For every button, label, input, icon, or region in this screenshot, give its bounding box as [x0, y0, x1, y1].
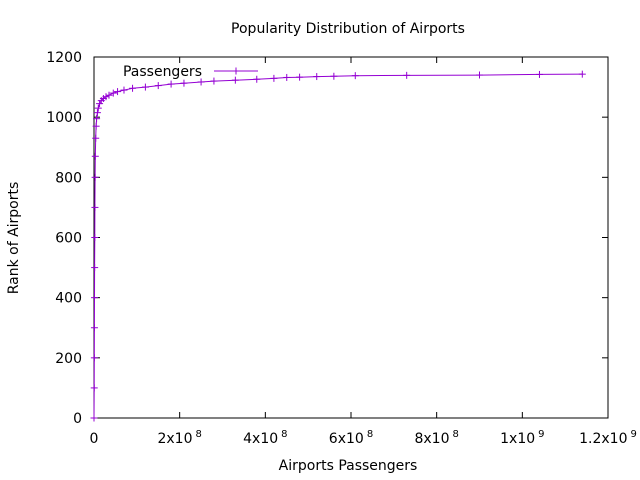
y-tick-label: 1000: [46, 110, 82, 126]
y-tick-label: 1200: [46, 50, 82, 66]
data-point: [92, 122, 100, 130]
data-point: [90, 414, 98, 422]
x-tick-label-exponent: 9: [538, 429, 544, 440]
data-point: [105, 91, 113, 99]
x-axis-label: Airports Passengers: [279, 458, 418, 474]
data-point: [231, 76, 239, 84]
data-point: [351, 72, 359, 80]
data-point: [578, 70, 586, 78]
data-point: [109, 89, 117, 97]
y-tick-label: 800: [55, 170, 82, 186]
data-point: [93, 115, 101, 123]
data-point: [330, 72, 338, 80]
x-tick-label-base: 0: [90, 431, 99, 447]
data-point: [91, 152, 99, 160]
x-tick-label-base: 1.2x10: [579, 431, 627, 447]
data-point: [253, 75, 261, 83]
y-axis-ticks: 0 200 400 600 800 1000 1200: [46, 50, 608, 427]
data-point: [313, 73, 321, 81]
chart-title: Popularity Distribution of Airports: [231, 21, 465, 37]
data-point: [91, 203, 99, 211]
x-tick-label-base: 1x10: [500, 431, 535, 447]
x-axis-ticks: 0 2x10 8 4x10 8 6x10 8 8x10 8 1x10 9 1.2x10 9: [90, 57, 637, 447]
data-point: [296, 73, 304, 81]
data-point: [91, 173, 99, 181]
x-tick-label: 1x10 9: [500, 429, 544, 447]
data-point: [210, 77, 218, 85]
x-tick-label-base: 4x10: [243, 431, 278, 447]
x-tick-label-exponent: 8: [452, 429, 458, 440]
x-tick-label: 1.2x10 9: [579, 429, 637, 447]
legend-marker-passengers: [232, 67, 240, 75]
data-point: [90, 384, 98, 392]
data-point: [90, 354, 98, 362]
y-tick-label: 0: [73, 411, 82, 427]
x-tick-label-exponent: 8: [367, 429, 373, 440]
data-point: [96, 100, 104, 108]
data-point: [283, 73, 291, 81]
x-tick-label: 4x10 8: [243, 429, 287, 447]
legend-label-passengers: Passengers: [123, 64, 202, 80]
data-point: [90, 324, 98, 332]
data-point: [92, 134, 100, 142]
x-tick-label: 0: [90, 431, 99, 447]
data-point: [94, 104, 102, 112]
data-point: [167, 80, 175, 88]
x-tick-label: 8x10 8: [414, 429, 458, 447]
y-tick-label: 600: [55, 231, 82, 247]
x-tick-label: 2x10 8: [157, 429, 201, 447]
y-tick-label: 200: [55, 351, 82, 367]
x-tick-label-base: 6x10: [329, 431, 364, 447]
data-point: [91, 234, 99, 241]
data-point: [114, 88, 122, 96]
x-tick-label: 6x10 8: [329, 429, 373, 447]
x-tick-label-base: 2x10: [157, 431, 192, 447]
data-point: [91, 264, 99, 272]
data-point: [535, 70, 543, 78]
data-point: [141, 83, 149, 91]
series-layer: [90, 70, 586, 422]
y-axis-label: Rank of Airports: [6, 182, 22, 295]
data-point: [120, 86, 128, 94]
data-point: [180, 79, 188, 87]
data-point: [403, 71, 411, 79]
legend: Passengers: [123, 64, 258, 80]
data-point: [197, 78, 205, 86]
y-tick-label: 400: [55, 291, 82, 307]
data-point: [129, 84, 137, 92]
x-tick-label-base: 8x10: [414, 431, 449, 447]
data-point: [102, 93, 110, 101]
x-tick-label-exponent: 8: [281, 429, 287, 440]
data-point: [93, 109, 101, 117]
data-point: [91, 294, 99, 302]
data-point: [154, 82, 162, 90]
x-tick-label-exponent: 8: [195, 429, 201, 440]
x-tick-label-exponent: 9: [631, 429, 637, 440]
data-point: [476, 71, 483, 79]
data-point: [270, 74, 278, 82]
